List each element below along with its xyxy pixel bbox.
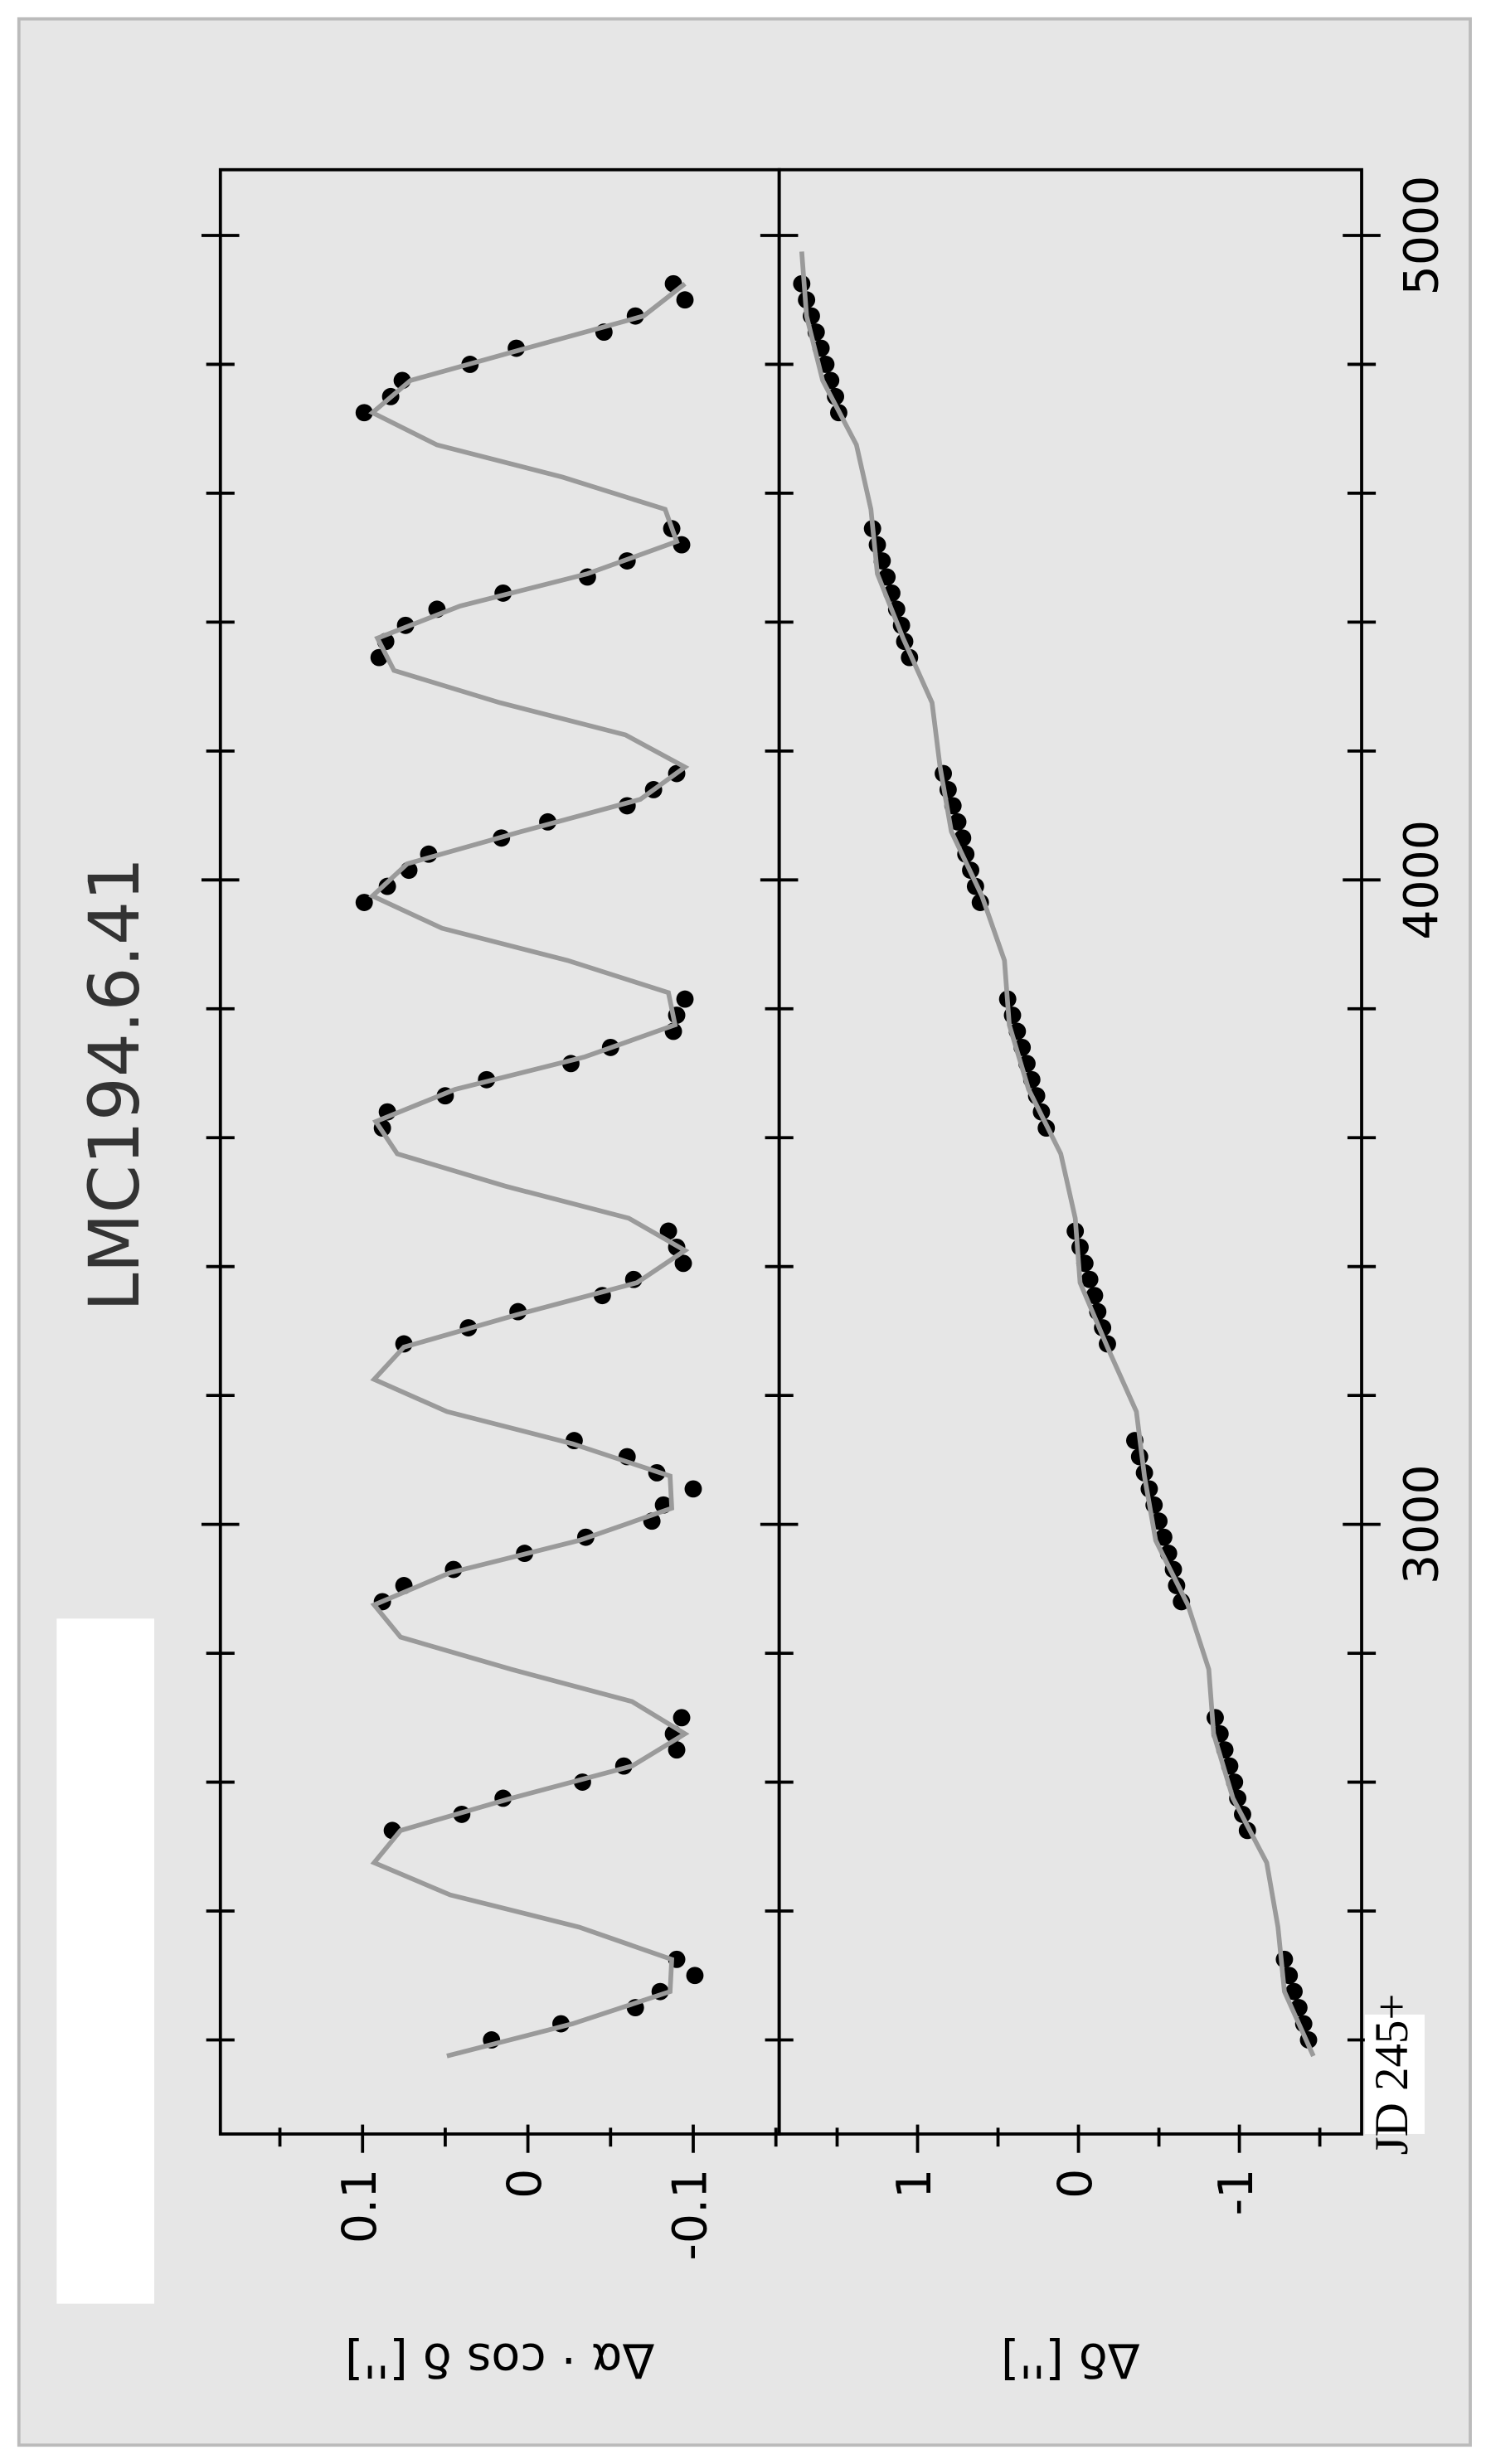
model-curve <box>368 282 690 2059</box>
data-point <box>1285 1982 1303 2001</box>
figure-background <box>17 17 1472 2447</box>
y-axis-title: Δα · cos δ [''] <box>345 2333 654 2388</box>
data-point <box>668 1741 686 1759</box>
x-axis-label-box <box>1364 2014 1425 2134</box>
y-tick-label: 1 <box>887 2169 942 2199</box>
x-tick-label: 4000 <box>1395 820 1450 940</box>
data-point <box>355 404 373 422</box>
x-tick-label: 5000 <box>1395 176 1450 296</box>
redaction-box <box>56 1618 155 2304</box>
y-tick-label: 0 <box>1048 2169 1103 2199</box>
data-point <box>673 1709 691 1727</box>
data-point <box>1081 1270 1099 1288</box>
y-tick-label: 0.1 <box>333 2169 387 2243</box>
data-point <box>686 1967 704 1985</box>
model-curve <box>799 251 1316 2058</box>
data-point <box>676 291 694 309</box>
data-point <box>355 894 373 911</box>
chart-title: LMC194.6.41 <box>75 857 155 1312</box>
panel-frame <box>777 167 1363 2136</box>
x-axis-label: JD 245+ <box>1366 1994 1418 2156</box>
data-point <box>684 1480 702 1498</box>
data-point <box>378 877 396 895</box>
data-point <box>674 1254 692 1273</box>
data-point <box>949 812 967 831</box>
y-tick-label: -0.1 <box>663 2169 718 2261</box>
y-axis-title: Δδ [''] <box>1001 2333 1140 2388</box>
data-point <box>1085 1287 1104 1305</box>
data-point <box>1154 1528 1173 1546</box>
data-point <box>676 990 694 1008</box>
rotated-chart: LMC194.6.41 -0.1 0 0.1 Δα · cos δ [''] -1 0 1 Δ… <box>75 167 1450 2388</box>
data-point <box>659 1222 677 1240</box>
x-tick-label: 3000 <box>1395 1464 1450 1584</box>
y-tick-label: 0 <box>498 2169 552 2199</box>
y-tick-label: -1 <box>1209 2169 1264 2216</box>
